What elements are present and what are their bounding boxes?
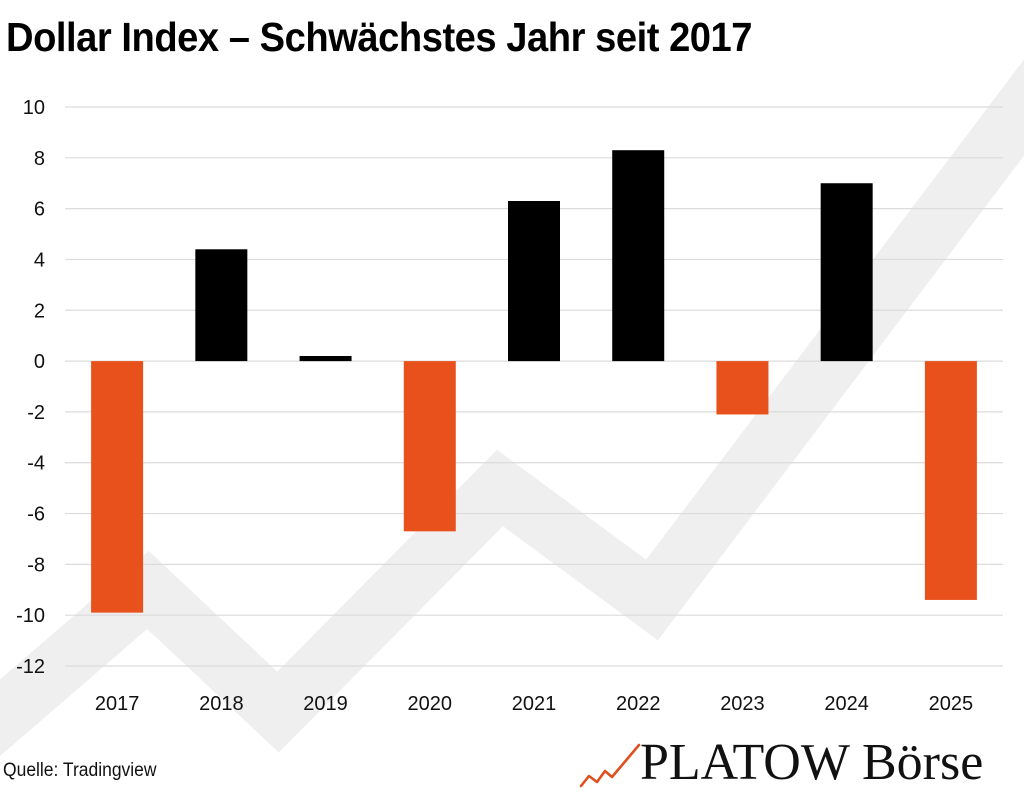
y-tick-label: 6 [34,199,45,221]
x-tick-label: 2019 [303,693,348,715]
logo-zigzag-icon [579,743,641,788]
x-tick-label: 2025 [929,693,974,715]
x-tick-label: 2017 [95,693,140,715]
y-tick-label: 10 [23,97,45,119]
bar-2021 [508,201,560,362]
y-tick-label: -10 [16,605,45,627]
y-tick-label: -8 [27,554,45,576]
bar-2025 [924,361,977,600]
bar-2017 [91,361,144,613]
bar-2024 [820,183,873,362]
x-axis-ticks: 2017 2018 2019 2020 2021 2022 2023 2024 2025 [95,693,973,715]
bar-2019 [299,356,352,362]
y-tick-label: 2 [34,300,45,322]
y-tick-label: -4 [27,453,45,475]
y-tick-label: 8 [34,148,45,170]
x-tick-label: 2023 [720,693,765,715]
y-tick-label: 0 [34,351,45,373]
y-tick-label: -12 [16,656,45,678]
x-tick-label: 2024 [824,693,869,715]
x-tick-label: 2018 [199,693,244,715]
watermark-arrow-icon [0,59,1024,757]
bars [91,150,977,613]
source-note: Quelle: Tradingview [3,760,157,781]
y-tick-label: -6 [27,504,45,526]
y-tick-label: 4 [34,249,45,271]
brand-logo-text: PLATOW Börse [640,734,984,791]
y-axis-ticks: 10 8 6 4 2 0 -2 -4 -6 -8 -10 -12 [16,97,45,678]
bar-2023 [716,361,769,415]
x-tick-label: 2022 [616,693,661,715]
bar-2018 [195,249,248,362]
chart-title: Dollar Index – Schwächstes Jahr seit 201… [6,14,753,60]
bar-2020 [403,361,456,532]
y-tick-label: -2 [27,402,45,424]
x-tick-label: 2021 [512,693,557,715]
x-tick-label: 2020 [408,693,453,715]
bar-2022 [612,150,665,362]
